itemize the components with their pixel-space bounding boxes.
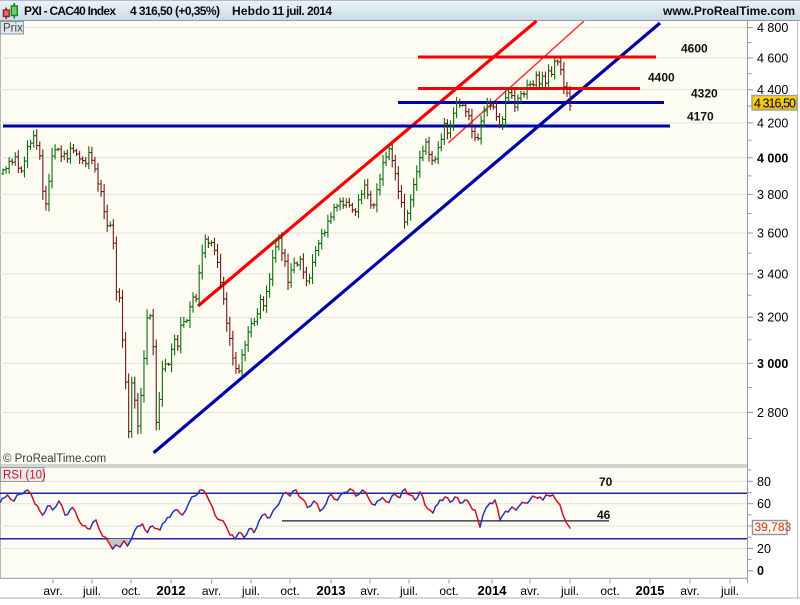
svg-text:juil.: juil.	[720, 584, 739, 598]
svg-text:PXI - CAC40 Index: PXI - CAC40 Index	[24, 4, 116, 18]
svg-text:70: 70	[599, 475, 613, 489]
svg-text:oct.: oct.	[600, 584, 619, 598]
svg-text:avr.: avr.	[520, 584, 539, 598]
svg-text:© ProRealTime.com: © ProRealTime.com	[3, 453, 106, 465]
svg-text:4 316,50: 4 316,50	[754, 97, 796, 111]
svg-text:4 000: 4 000	[757, 151, 788, 165]
svg-text:juil.: juil.	[399, 584, 418, 598]
svg-text:60: 60	[757, 497, 771, 511]
svg-text:3 200: 3 200	[757, 311, 788, 325]
svg-text:4 600: 4 600	[757, 52, 788, 66]
svg-text:oct.: oct.	[439, 584, 458, 598]
svg-text:avr.: avr.	[680, 584, 699, 598]
svg-text:RSI (10): RSI (10)	[3, 470, 46, 482]
svg-text:2014: 2014	[478, 583, 508, 598]
svg-text:11 juil. 2014: 11 juil. 2014	[272, 4, 332, 18]
svg-text:juil.: juil.	[241, 584, 260, 598]
svg-text:3 000: 3 000	[757, 357, 788, 371]
svg-text:4400: 4400	[648, 71, 675, 85]
svg-text:4 800: 4 800	[757, 21, 788, 35]
svg-text:46: 46	[597, 508, 611, 522]
svg-text:4170: 4170	[687, 110, 714, 124]
svg-text:2013: 2013	[317, 583, 346, 598]
svg-text:2 800: 2 800	[757, 406, 788, 420]
svg-text:Prix: Prix	[3, 23, 23, 35]
svg-text:4320: 4320	[691, 87, 718, 101]
svg-text:oct.: oct.	[280, 584, 299, 598]
svg-text:4 200: 4 200	[757, 116, 788, 130]
svg-text:3 400: 3 400	[757, 267, 788, 281]
svg-text:0: 0	[757, 564, 764, 578]
svg-text:juil.: juil.	[560, 584, 579, 598]
svg-text:4 316,50 (+0,35%): 4 316,50 (+0,35%)	[130, 4, 220, 18]
svg-text:4 400: 4 400	[757, 83, 788, 97]
svg-text:2012: 2012	[157, 583, 186, 598]
svg-text:www.ProRealTime.com: www.ProRealTime.com	[662, 4, 795, 18]
svg-text:80: 80	[757, 475, 771, 489]
svg-text:2015: 2015	[636, 583, 665, 598]
svg-text:avr.: avr.	[202, 584, 221, 598]
svg-text:avr.: avr.	[43, 584, 62, 598]
svg-text:Hebdo: Hebdo	[232, 4, 270, 18]
svg-text:4600: 4600	[681, 42, 708, 56]
svg-text:3 600: 3 600	[757, 227, 788, 241]
svg-text:oct.: oct.	[121, 584, 140, 598]
svg-text:3 800: 3 800	[757, 188, 788, 202]
svg-text:avr.: avr.	[360, 584, 379, 598]
svg-text:20: 20	[757, 542, 771, 556]
svg-text:39,783: 39,783	[755, 520, 792, 534]
svg-text:juil.: juil.	[82, 584, 101, 598]
